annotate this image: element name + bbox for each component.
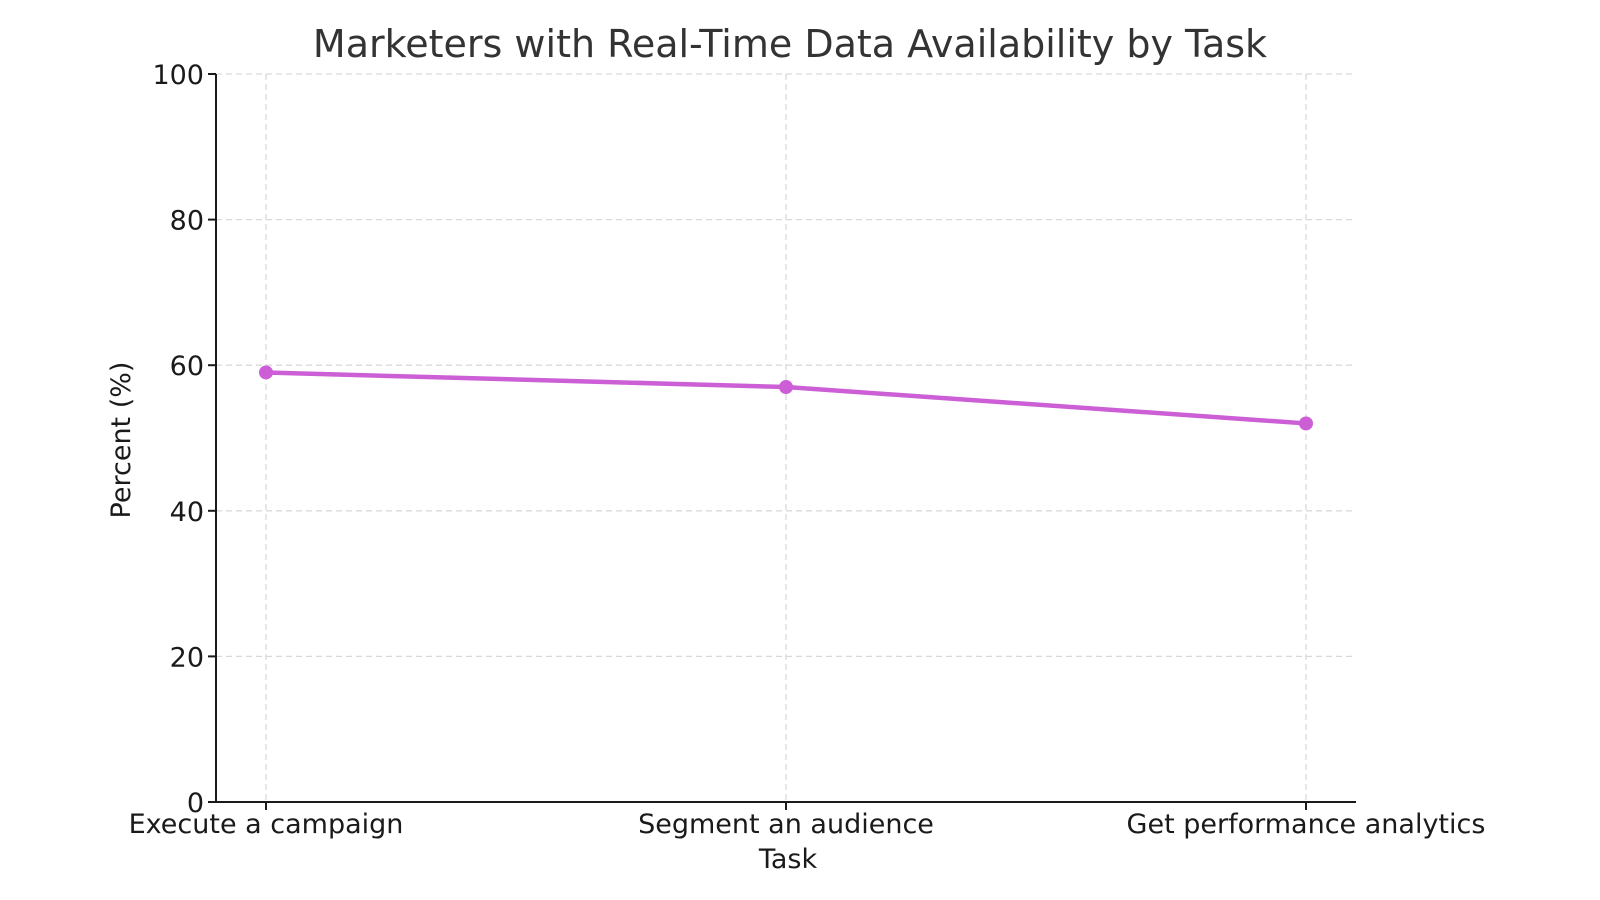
- y-tick-label: 40: [170, 497, 204, 528]
- data-point: [259, 365, 273, 380]
- x-tick-label: Get performance analytics: [1127, 809, 1486, 840]
- x-tick-label: Execute a campaign: [129, 809, 404, 840]
- data-point: [1299, 416, 1313, 431]
- axes-layer: 0 20 40 60 80 100 Execute a campaign Segment an…: [129, 60, 1486, 840]
- y-tick-label: 0: [187, 788, 204, 819]
- x-tick-label: Segment an audience: [638, 809, 934, 840]
- y-tick-label: 60: [170, 351, 204, 382]
- series-layer: [259, 365, 1313, 431]
- y-tick-label: 80: [170, 206, 204, 237]
- data-point: [779, 380, 793, 395]
- x-axis-label: Task: [758, 844, 818, 875]
- y-axis-label: Percent (%): [106, 362, 137, 519]
- chart-title: Marketers with Real-Time Data Availabili…: [313, 22, 1267, 66]
- grid-layer: [216, 73, 1356, 803]
- y-tick-label: 100: [152, 60, 204, 91]
- y-tick-label: 20: [170, 642, 204, 673]
- labels-layer: Marketers with Real-Time Data Availabili…: [106, 22, 1267, 875]
